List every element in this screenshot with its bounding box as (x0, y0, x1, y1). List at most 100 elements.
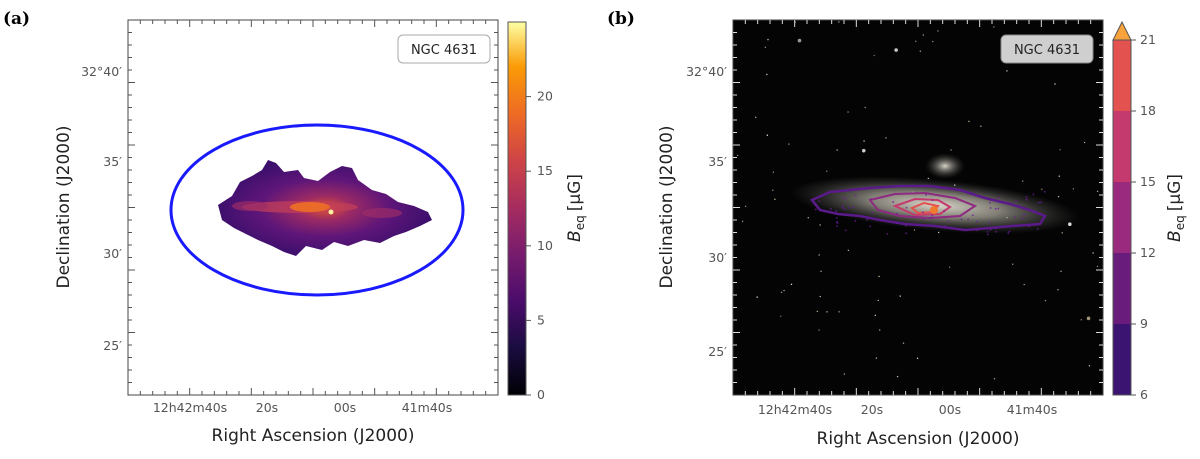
panel-b-star (783, 289, 785, 292)
panel-b-star (1088, 365, 1091, 367)
panel-b-star (1006, 70, 1008, 72)
panel-b-speckle (1028, 225, 1030, 228)
panel-b-star (873, 54, 875, 57)
panel-a-ylabel: Declination (J2000) (54, 125, 74, 288)
panel-b-ytick-2: 35′ (708, 154, 727, 169)
panel-b-cb-block (1113, 324, 1131, 395)
panel-b-speckle (1025, 198, 1028, 201)
panel-b-speckle (841, 206, 844, 209)
panel-b-star (1092, 252, 1094, 254)
panel-b-star (847, 249, 850, 252)
panel-b-speckle (997, 207, 1000, 210)
panel-b-speckle (854, 220, 857, 222)
panel-b-star (1057, 195, 1060, 198)
panel-b-star (1057, 289, 1059, 291)
panel-b-speckle (988, 221, 991, 223)
panel-b-star (774, 198, 776, 201)
panel-b-star (874, 314, 877, 317)
panel-b-cb-block (1113, 111, 1131, 182)
panel-b-speckle (1013, 216, 1016, 219)
panel-b-speckle (814, 208, 817, 211)
panel-b-star (861, 148, 866, 153)
panel-b-star (818, 254, 820, 256)
panel-b-speckle (967, 218, 970, 221)
panel-b-star (756, 296, 758, 298)
panel-b-star (916, 357, 919, 359)
panel-b-speckle (922, 218, 925, 221)
panel-b-star (1096, 265, 1099, 268)
panel-b-speckle (947, 220, 950, 222)
panel-b-star (948, 266, 951, 268)
panel-b-cb-tick-label: 6 (1140, 387, 1148, 402)
panel-a-cb-tick-label: 5 (537, 312, 545, 327)
panel-b-speckle (886, 233, 889, 235)
panel-b-star (780, 315, 782, 317)
panel-b-star (913, 229, 916, 231)
panel-b-speckle (892, 201, 895, 203)
panel-b-speckle (925, 194, 927, 196)
panel-b-speckle (869, 198, 872, 201)
panel-b-speckle (1025, 196, 1028, 198)
panel-b-speckle (994, 207, 997, 210)
panel-a-xtick-3: 00s (334, 400, 356, 415)
panel-b-star (819, 295, 821, 298)
panel-b-speckle (989, 207, 992, 209)
panel-b-star (816, 310, 819, 313)
panel-b-star (741, 220, 744, 222)
panel-b-speckle (869, 225, 872, 228)
panel-b-star (790, 283, 793, 286)
panel-b-star (980, 125, 982, 127)
panel-b-star (780, 291, 783, 293)
panel-a-cb-label-sub: eq (573, 215, 587, 230)
panel-b-speckle (929, 216, 932, 219)
panel-a-colorbar-gradient (507, 21, 527, 396)
panel-a-west-lobe (362, 208, 402, 218)
panel-b-star (993, 378, 996, 380)
panel-b-speckle (896, 212, 898, 215)
panel-b-star (937, 30, 939, 32)
panel-b-star (826, 311, 828, 313)
panel-a-cb-tick-label: 0 (537, 387, 545, 402)
panel-b-speckle (844, 229, 847, 232)
panel-b-star (864, 106, 866, 109)
panel-b-speckle (975, 220, 978, 223)
panel-b-colorbar-blocks (1112, 39, 1132, 396)
panel-b-star (1041, 188, 1043, 190)
panel-b-cb-label-unit: [μG] (1165, 174, 1185, 211)
panel-b-colorbar-ticks: 6 9 12 15 18 21 (1131, 32, 1156, 402)
panel-a-plot: NGC 4631 32°40′ 35′ 30′ 25′ 12h42m40s 20… (54, 19, 499, 446)
panel-b-colorbar-label: Beq [μG] (1165, 174, 1187, 242)
panel-b-star (797, 38, 802, 43)
panel-b-speckle (814, 204, 817, 207)
panel-b-star (932, 40, 934, 43)
panel-b-star (899, 295, 901, 297)
panel-a-cb-tick-label: 15 (537, 163, 553, 178)
panel-a-east-lobe (232, 201, 268, 211)
panel-b-star (766, 134, 769, 136)
panel-b-star (1060, 270, 1062, 273)
panel-b-xtick-4: 41m40s (1007, 402, 1058, 417)
panel-b-speckle (843, 208, 846, 210)
panel-b-star (1072, 188, 1075, 190)
panel-a-colorbar-ticks: 0 5 10 15 20 (526, 89, 553, 402)
panel-b-label: (b) (607, 9, 635, 29)
panel-a-ytick-2: 35′ (103, 154, 122, 169)
panel-a-ytick-4: 25′ (103, 338, 122, 353)
panel-b-speckle (995, 230, 998, 233)
panel-b-speckle (818, 200, 821, 203)
panel-b-star (772, 171, 775, 173)
panel-b-object-name: NGC 4631 (1014, 43, 1080, 58)
panel-b-speckle (836, 222, 839, 224)
panel-b-speckle (972, 214, 974, 217)
panel-b-ytick-4: 25′ (708, 344, 727, 359)
panel-b-speckle (1008, 230, 1011, 233)
panel-b-cb-block (1113, 182, 1131, 253)
panel-a-core (290, 202, 330, 212)
panel-a-cb-tick-label: 20 (537, 89, 553, 104)
panel-b-colorbar-extend-arrow (1112, 20, 1132, 41)
panel-b-speckle (943, 225, 946, 228)
panel-b-speckle (842, 196, 845, 199)
panel-a-integration-ellipse (169, 123, 465, 297)
panel-b-speckle (841, 204, 844, 207)
panel-b-speckle (943, 210, 946, 212)
